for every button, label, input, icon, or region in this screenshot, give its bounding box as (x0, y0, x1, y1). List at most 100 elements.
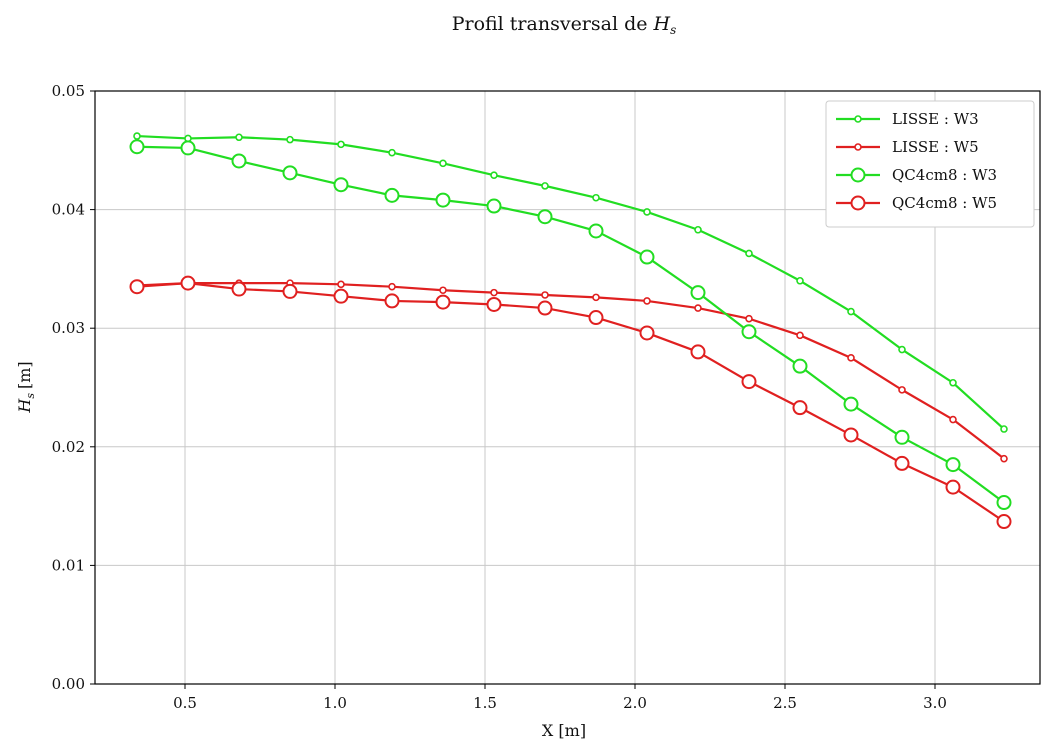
data-point (898, 345, 906, 354)
legend-box (825, 100, 1035, 228)
data-point (690, 285, 706, 301)
data-point (588, 310, 604, 326)
data-point (1000, 425, 1008, 433)
series-line (136, 145, 1005, 504)
x-tick-label: 1.5 (473, 694, 497, 712)
data-point (435, 192, 451, 208)
data-point (286, 135, 294, 144)
plot-frame (94, 90, 1041, 685)
data-point (490, 288, 498, 297)
legend-entry: QC4cm8 : W5 (836, 194, 997, 212)
y-axis-label: Hs [m] (15, 361, 37, 413)
data-point (690, 344, 706, 360)
data-point (333, 177, 349, 193)
data-point (639, 325, 655, 341)
data-point (898, 386, 906, 394)
y-tick-label: 0.00 (52, 675, 85, 693)
data-point (745, 249, 753, 258)
data-point (847, 307, 855, 316)
legend-label: LISSE : W3 (892, 110, 979, 128)
data-point (388, 282, 396, 291)
data-point (792, 358, 808, 374)
data-point (592, 293, 600, 302)
y-axis-label-var-sub: s (24, 393, 37, 399)
data-point (486, 198, 502, 214)
data-point (694, 304, 702, 312)
legend-marker (850, 195, 866, 211)
data-point (945, 479, 961, 495)
data-point (796, 276, 804, 285)
data-point (337, 140, 345, 149)
y-tick-label: 0.02 (52, 438, 85, 456)
data-point (796, 331, 804, 340)
tick-layer: 0.5 1.0 1.5 2.0 2.5 3.0 0.00 0.01 0.02 0.03 0.04 0.… (52, 82, 947, 712)
data-point (129, 139, 145, 155)
data-point (282, 283, 298, 299)
data-point (741, 374, 757, 390)
data-point (541, 182, 549, 190)
data-point (843, 427, 859, 443)
data-point (537, 300, 553, 316)
series-line (136, 282, 1005, 460)
data-point (388, 148, 396, 157)
data-point (384, 293, 400, 309)
data-point (486, 296, 502, 312)
legend-marker (854, 115, 862, 123)
series-2 (133, 279, 1008, 463)
series-layer (129, 132, 1012, 530)
chart-title-var: H (653, 13, 671, 35)
series-3 (129, 139, 1012, 511)
y-tick-label: 0.03 (52, 319, 85, 337)
data-point (996, 495, 1012, 511)
data-point (643, 297, 651, 305)
data-point (235, 133, 243, 142)
x-tick-label: 1.0 (323, 694, 347, 712)
data-point (792, 400, 808, 416)
chart-title-prefix: Profil transversal de (452, 13, 654, 35)
series-line (136, 134, 1005, 430)
data-point (439, 286, 447, 295)
data-point (741, 324, 757, 340)
data-point (231, 153, 247, 169)
data-point (435, 294, 451, 310)
y-tick-label: 0.04 (52, 201, 85, 219)
data-point (384, 187, 400, 203)
series-4 (129, 275, 1012, 530)
legend-entry: LISSE : W5 (836, 138, 979, 156)
y-axis-label-var: H (15, 398, 34, 414)
data-point (133, 132, 141, 140)
data-point (949, 378, 957, 387)
x-tick-label: 2.5 (773, 694, 797, 712)
x-axis-label: X [m] (542, 721, 586, 740)
data-point (541, 291, 549, 299)
chart-title-var-sub: s (670, 23, 676, 37)
data-point (843, 396, 859, 412)
data-point (996, 514, 1012, 530)
legend-marker (850, 167, 866, 183)
y-axis-label-unit: [m] (15, 361, 34, 389)
series-1 (133, 132, 1008, 433)
y-tick-label: 0.01 (52, 556, 85, 574)
data-point (333, 288, 349, 304)
data-point (129, 279, 145, 295)
data-point (537, 209, 553, 225)
series-line (136, 282, 1005, 523)
data-point (592, 193, 600, 202)
chart-title: Profil transversal de Hs (452, 13, 677, 37)
data-point (1000, 454, 1008, 463)
legend-marker (854, 143, 862, 151)
x-tick-label: 0.5 (173, 694, 197, 712)
data-point (894, 429, 910, 445)
data-point (231, 281, 247, 297)
data-point (439, 159, 447, 168)
legend-entry: QC4cm8 : W3 (836, 166, 997, 184)
legend-entry: LISSE : W3 (836, 110, 979, 128)
data-point (643, 208, 651, 216)
data-point (949, 415, 957, 424)
data-point (745, 314, 753, 323)
y-tick-label: 0.05 (52, 82, 85, 100)
data-point (490, 171, 498, 180)
data-point (588, 223, 604, 239)
x-tick-label: 2.0 (623, 694, 647, 712)
